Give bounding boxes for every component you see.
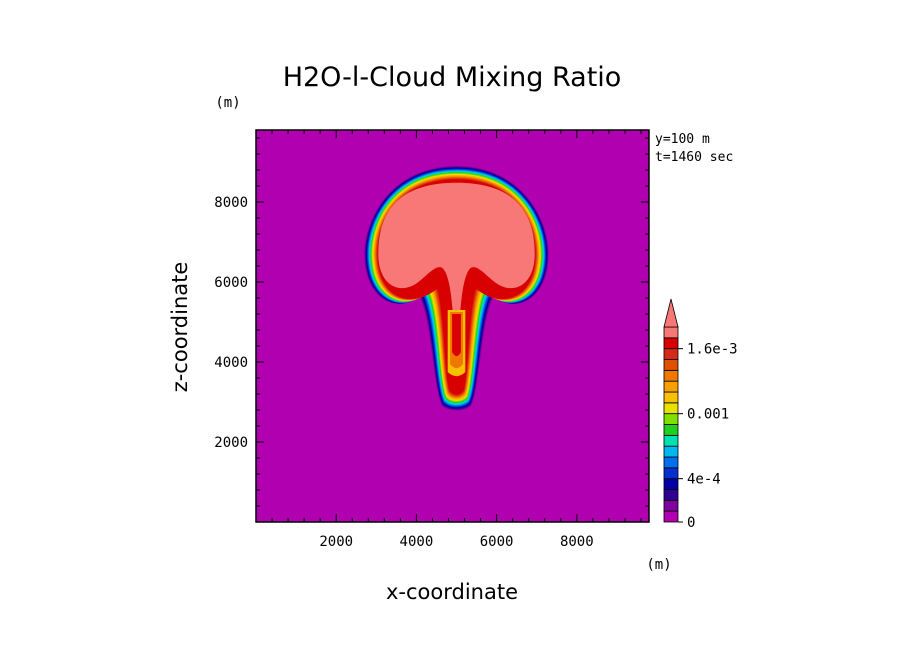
y-tick-label: 4000 bbox=[214, 355, 248, 371]
colorbar-segment bbox=[663, 478, 679, 490]
x-unit-label: (m) bbox=[646, 557, 671, 573]
colorbar-extend-arrow bbox=[663, 298, 679, 328]
info-t: t=1460 sec bbox=[655, 150, 733, 165]
colorbar-segment bbox=[663, 359, 679, 371]
colorbar-segment bbox=[663, 424, 679, 436]
plot-frame bbox=[255, 129, 650, 523]
colorbar-tick-label: 1.6e-3 bbox=[687, 342, 738, 358]
plot-area bbox=[255, 129, 650, 523]
x-tick-label: 2000 bbox=[319, 534, 353, 550]
colorbar-segment bbox=[663, 489, 679, 501]
y-tick-label: 6000 bbox=[214, 275, 248, 291]
colorbar-tick-label: 0 bbox=[687, 515, 695, 531]
colorbar-segment bbox=[663, 499, 679, 512]
colorbar: 0 4e-4 0.001 1.6e-3 bbox=[663, 298, 738, 531]
y-unit-label: (m) bbox=[215, 95, 240, 111]
colorbar-tick-label: 0.001 bbox=[687, 407, 729, 423]
x-tick-label: 8000 bbox=[560, 534, 594, 550]
colorbar-segment bbox=[663, 348, 679, 360]
chart-title: H2O-l-Cloud Mixing Ratio bbox=[283, 62, 622, 93]
x-axis-label: x-coordinate bbox=[386, 580, 518, 604]
colorbar-segment bbox=[663, 434, 679, 447]
y-axis-label: z-coordinate bbox=[168, 262, 192, 393]
y-tick-label: 8000 bbox=[214, 195, 248, 211]
field-core bbox=[378, 182, 535, 314]
stem-band bbox=[452, 314, 461, 357]
axis-ticks: 2000 4000 6000 8000 2000 4000 6000 8000 bbox=[214, 130, 649, 550]
colorbar-segment bbox=[663, 413, 679, 425]
colorbar-segment bbox=[663, 337, 679, 350]
y-tick-label: 2000 bbox=[214, 435, 248, 451]
colorbar-segment bbox=[663, 326, 679, 339]
info-y: y=100 m bbox=[655, 132, 710, 147]
colorbar-segment bbox=[663, 510, 679, 523]
colorbar-segment bbox=[663, 369, 679, 382]
x-tick-label: 4000 bbox=[400, 534, 434, 550]
colorbar-segment bbox=[663, 467, 679, 480]
colorbar-segment bbox=[663, 402, 679, 415]
colorbar-segment bbox=[663, 391, 679, 404]
colorbar-segment bbox=[663, 456, 679, 469]
colorbar-segment bbox=[663, 445, 679, 458]
x-tick-label: 6000 bbox=[480, 534, 514, 550]
colorbar-segment bbox=[663, 380, 679, 393]
colorbar-tick-label: 4e-4 bbox=[687, 472, 721, 488]
